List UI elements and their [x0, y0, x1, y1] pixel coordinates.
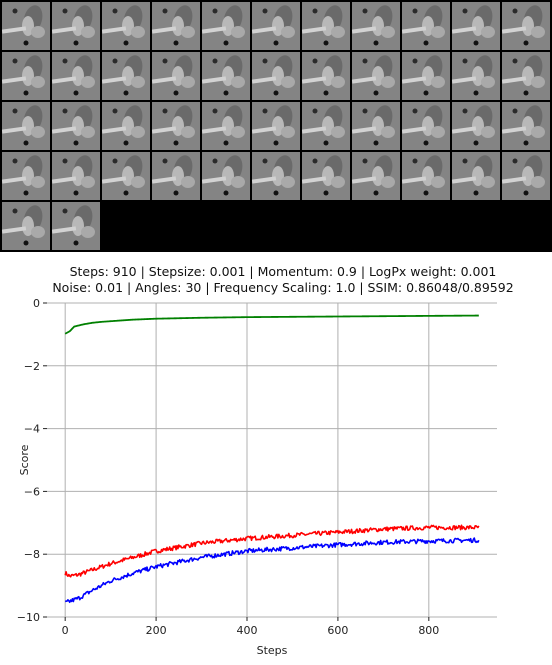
series-line-1 [64, 314, 479, 335]
reconstruction-tile [202, 152, 250, 200]
reconstruction-tile [2, 102, 50, 150]
reconstruction-tile [102, 152, 150, 200]
reconstruction-tile [252, 2, 300, 50]
y-tick-label: 0 [33, 297, 40, 310]
reconstruction-tile [352, 2, 400, 50]
series-line-2 [64, 524, 480, 578]
reconstruction-tile [252, 52, 300, 100]
reconstruction-tile [402, 2, 450, 50]
reconstruction-tile [102, 2, 150, 50]
series-line-3 [64, 537, 480, 604]
reconstruction-tile [102, 102, 150, 150]
chart-title-line-1: Steps: 910 | Stepsize: 0.001 | Momentum:… [69, 264, 497, 279]
reconstruction-tile [2, 202, 50, 250]
x-tick-label: 600 [327, 624, 348, 637]
y-tick-label: −4 [24, 423, 40, 436]
y-tick-label: −8 [24, 548, 40, 561]
reconstruction-tile [152, 52, 200, 100]
reconstruction-tile [452, 52, 500, 100]
chart-title-line-2: Noise: 0.01 | Angles: 30 | Frequency Sca… [52, 280, 514, 295]
reconstruction-tile [302, 152, 350, 200]
reconstruction-tile [352, 52, 400, 100]
reconstruction-tile [402, 152, 450, 200]
y-tick-label: −6 [24, 485, 40, 498]
x-axis-label: Steps [257, 644, 288, 657]
reconstruction-tile [352, 102, 400, 150]
reconstruction-tile [402, 102, 450, 150]
y-tick-label: −10 [17, 611, 40, 624]
reconstruction-tile [502, 102, 550, 150]
reconstruction-tile [202, 2, 250, 50]
reconstruction-tile [252, 102, 300, 150]
chart-title: Steps: 910 | Stepsize: 0.001 | Momentum:… [0, 264, 552, 296]
reconstruction-tile [252, 152, 300, 200]
reconstruction-tile [302, 102, 350, 150]
reconstruction-tile [502, 2, 550, 50]
reconstruction-tile [152, 2, 200, 50]
reconstruction-tile [452, 2, 500, 50]
reconstruction-tile [52, 102, 100, 150]
x-tick-label: 0 [62, 624, 69, 637]
reconstruction-tile [452, 102, 500, 150]
reconstruction-tile [502, 52, 550, 100]
reconstruction-tile [202, 102, 250, 150]
reconstruction-tile-grid [0, 0, 552, 252]
reconstruction-tile [402, 52, 450, 100]
reconstruction-tile [2, 52, 50, 100]
reconstruction-tile [302, 2, 350, 50]
reconstruction-tile [452, 152, 500, 200]
x-tick-label: 200 [146, 624, 167, 637]
reconstruction-tile [152, 102, 200, 150]
reconstruction-tile [302, 52, 350, 100]
y-tick-label: −2 [24, 360, 40, 373]
reconstruction-tile [2, 2, 50, 50]
reconstruction-tile [2, 152, 50, 200]
x-tick-label: 400 [237, 624, 258, 637]
reconstruction-tile [102, 52, 150, 100]
reconstruction-tile [52, 2, 100, 50]
reconstruction-tile [52, 152, 100, 200]
x-tick-label: 800 [418, 624, 439, 637]
reconstruction-tile [202, 52, 250, 100]
reconstruction-tile [352, 152, 400, 200]
reconstruction-tile [52, 52, 100, 100]
reconstruction-tile [152, 152, 200, 200]
reconstruction-tile [52, 202, 100, 250]
reconstruction-tile [502, 152, 550, 200]
y-axis-label: Score [18, 444, 31, 475]
